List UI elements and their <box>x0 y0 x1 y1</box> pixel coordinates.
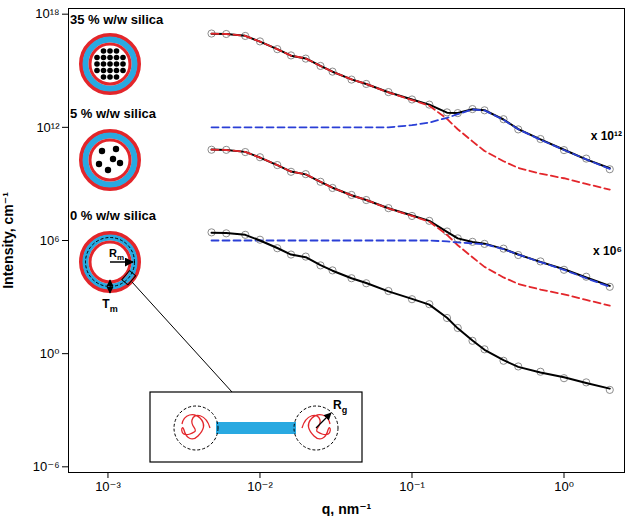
svg-text:x 10¹²: x 10¹² <box>591 129 622 143</box>
svg-text:x 10⁶: x 10⁶ <box>593 244 622 258</box>
svg-text:Tm: Tm <box>102 297 117 314</box>
svg-text:10¹²: 10¹² <box>36 119 60 134</box>
svg-text:35 % w/w silica: 35 % w/w silica <box>70 12 164 27</box>
svg-text:Intensity, cm⁻¹: Intensity, cm⁻¹ <box>0 192 16 289</box>
svg-text:0 % w/w silica: 0 % w/w silica <box>70 208 157 223</box>
svg-text:10⁰: 10⁰ <box>40 346 60 361</box>
svg-text:10⁻²: 10⁻² <box>247 479 273 494</box>
svg-text:10⁰: 10⁰ <box>554 479 574 494</box>
svg-text:q, nm⁻¹: q, nm⁻¹ <box>322 501 372 516</box>
svg-text:10⁶: 10⁶ <box>40 233 60 248</box>
svg-text:10⁻⁶: 10⁻⁶ <box>33 459 60 474</box>
svg-text:Rm: Rm <box>109 247 124 262</box>
svg-text:10⁻¹: 10⁻¹ <box>399 479 425 494</box>
svg-text:5 % w/w silica: 5 % w/w silica <box>70 106 157 121</box>
svg-text:Rg: Rg <box>333 398 347 415</box>
svg-text:10⁻³: 10⁻³ <box>95 479 121 494</box>
svg-text:10¹⁸: 10¹⁸ <box>35 6 59 21</box>
